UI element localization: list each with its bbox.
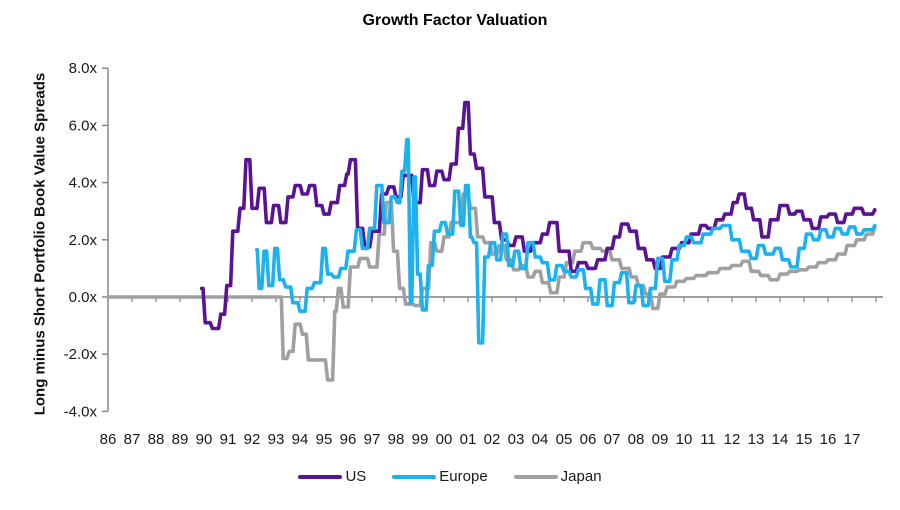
x-tick-label: 99 [412, 431, 429, 448]
x-tick-label: 12 [724, 431, 741, 448]
y-tick-label: 2.0x [69, 232, 98, 249]
x-tick-label: 03 [508, 431, 525, 448]
japan-legend-line-swatch [513, 474, 558, 479]
x-tick-label: 86 [100, 431, 117, 448]
legend-item-japan: Japan [513, 468, 602, 485]
x-tick-label: 95 [316, 431, 333, 448]
x-tick-label: 00 [436, 431, 453, 448]
x-tick-label: 13 [748, 431, 765, 448]
legend-item-europe: Europe [392, 468, 488, 485]
x-tick-label: 14 [772, 431, 789, 448]
y-tick-label: 0.0x [69, 289, 98, 306]
x-tick-label: 15 [796, 431, 813, 448]
y-tick-label: 8.0x [69, 60, 98, 77]
chart-title: Growth Factor Valuation [362, 12, 548, 29]
x-tick-label: 89 [172, 431, 189, 448]
x-tick-label: 96 [340, 431, 357, 448]
x-tick-label: 87 [124, 431, 141, 448]
us-legend-line-swatch [298, 474, 343, 479]
legend-item-us: US [298, 468, 366, 485]
x-tick-label: 17 [844, 431, 861, 448]
x-tick-label: 08 [628, 431, 645, 448]
x-tick-label: 01 [460, 431, 477, 448]
y-tick-label: -2.0x [64, 346, 98, 363]
x-tick-label: 05 [556, 431, 573, 448]
x-tick-label: 10 [676, 431, 693, 448]
x-tick-label: 88 [148, 431, 165, 448]
legend: US Europe Japan [0, 468, 900, 485]
x-tick-label: 02 [484, 431, 501, 448]
x-tick-label: 91 [220, 431, 237, 448]
legend-label-europe: Europe [439, 468, 488, 485]
x-tick-label: 94 [292, 431, 309, 448]
japan-line [106, 192, 877, 382]
x-tick-label: 98 [388, 431, 405, 448]
europe-line [255, 137, 877, 345]
europe-legend-line-swatch [392, 474, 437, 479]
y-tick-label: -4.0x [64, 403, 98, 420]
x-tick-label: 04 [532, 431, 549, 448]
x-tick-label: 07 [604, 431, 621, 448]
legend-label-us: US [345, 468, 367, 485]
x-tick-label: 90 [196, 431, 213, 448]
us-line [199, 100, 877, 331]
y-tick-label: 4.0x [69, 175, 98, 192]
legend-label-japan: Japan [560, 468, 602, 485]
x-tick-label: 97 [364, 431, 381, 448]
x-tick-label: 11 [700, 431, 716, 448]
x-tick-label: 93 [268, 431, 285, 448]
y-tick-label: 6.0x [69, 117, 98, 134]
x-tick-label: 92 [244, 431, 261, 448]
x-tick-label: 06 [580, 431, 597, 448]
x-tick-label: 09 [652, 431, 669, 448]
x-tick-label: 16 [820, 431, 837, 448]
